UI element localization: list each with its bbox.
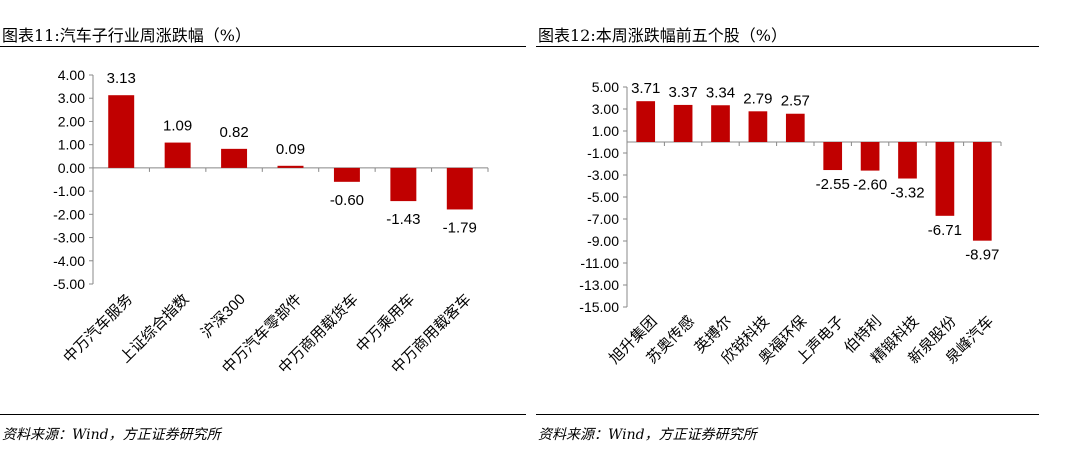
bar (860, 142, 880, 171)
left-source-note: 资料来源：Wind，方正证券研究所 (2, 427, 221, 443)
bar (748, 111, 768, 142)
bar (221, 148, 248, 168)
data-label: -8.97 (965, 247, 999, 264)
y-tick-label: 1.00 (58, 137, 85, 153)
data-label: 3.34 (706, 84, 735, 101)
y-tick-label: -5.00 (587, 189, 619, 205)
category-label: 沪深300 (198, 291, 249, 342)
left-chart-title: 图表11:汽车子行业周涨跌幅（%） (2, 26, 251, 45)
y-tick-label: 4.00 (58, 67, 85, 83)
y-tick-label: -9.00 (587, 233, 619, 249)
bar (108, 95, 135, 168)
left-source-rule (0, 414, 526, 415)
y-tick-label: -13.00 (579, 277, 619, 293)
data-label: 2.79 (743, 90, 772, 107)
y-tick-label: 5.00 (592, 79, 619, 95)
y-tick-label: 2.00 (58, 113, 85, 129)
y-tick-label: -3.00 (587, 167, 619, 183)
y-tick-label: 0.00 (58, 160, 85, 176)
right-source-note: 资料来源：Wind，方正证券研究所 (538, 427, 757, 443)
bar (935, 142, 955, 216)
data-label: -6.71 (928, 222, 962, 239)
y-tick-label: -1.00 (53, 183, 85, 199)
bar (164, 142, 191, 168)
data-label: 1.09 (163, 118, 192, 135)
data-label: -2.55 (816, 176, 850, 193)
data-label: 0.09 (276, 141, 305, 158)
bar (277, 165, 304, 168)
right-chart-panel: 图表12:本周涨跌幅前五个股（%） 5.00 3.00 1.00 -1.00 -3.00… (536, 0, 1069, 451)
y-tick-label: -1.00 (587, 145, 619, 161)
y-tick-label: -4.00 (53, 253, 85, 269)
y-tick-label: -11.00 (580, 255, 619, 271)
bar (333, 167, 360, 182)
bar (446, 167, 473, 210)
right-bar-chart: 5.00 3.00 1.00 -1.00 -3.00 -5.00 -7.00 -9.00 -11… (579, 79, 1002, 367)
data-label: 3.71 (631, 80, 660, 97)
data-label: -1.79 (443, 219, 477, 236)
data-label: 0.82 (219, 124, 248, 141)
bar (785, 113, 805, 142)
right-title-rule (536, 46, 1039, 47)
data-label: -0.60 (330, 192, 364, 209)
data-label: -3.32 (890, 185, 924, 202)
data-label: -1.43 (386, 211, 420, 228)
bar (823, 142, 843, 171)
y-tick-label: -15.00 (579, 299, 619, 315)
bar (711, 105, 730, 142)
data-label: 2.57 (781, 93, 810, 110)
y-tick-label: 1.00 (592, 123, 619, 139)
bar (636, 101, 656, 142)
data-label: -2.60 (853, 177, 887, 194)
y-tick-label: -7.00 (587, 211, 619, 227)
right-chart-title: 图表12:本周涨跌幅前五个股（%） (538, 26, 787, 45)
left-title-rule (0, 46, 526, 47)
right-source-rule (536, 414, 1039, 415)
data-label: 3.13 (107, 70, 136, 87)
bar (972, 142, 992, 241)
y-tick-label: -2.00 (53, 206, 85, 222)
y-tick-label: 3.00 (592, 101, 619, 117)
y-tick-label: 3.00 (58, 90, 85, 106)
bar (898, 142, 917, 179)
left-bar-chart: 4.00 3.00 2.00 1.00 0.00 -1.00 -2.00 -3.00 -4.00… (53, 67, 489, 377)
y-tick-label: -3.00 (53, 230, 85, 246)
data-label: 3.37 (668, 84, 697, 101)
left-chart-panel: 图表11:汽车子行业周涨跌幅（%） 4.00 3.00 2.00 1.00 0.00 -1… (0, 0, 530, 451)
bar (673, 104, 693, 142)
bar (390, 167, 417, 202)
y-tick-label: -5.00 (53, 276, 85, 292)
